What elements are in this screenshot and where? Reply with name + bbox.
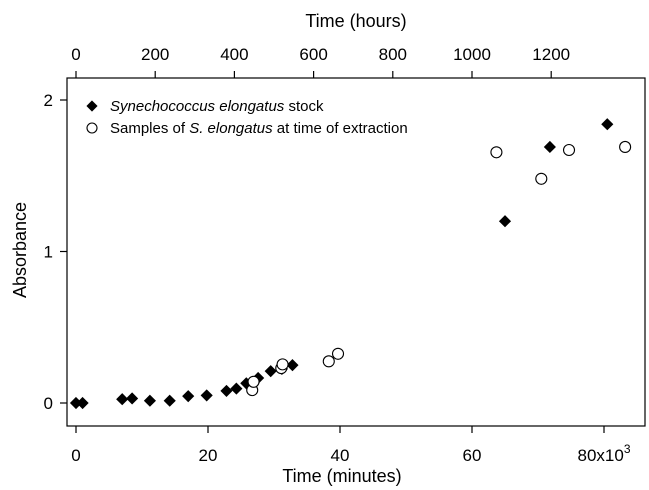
- data-point-diamond: [163, 394, 176, 407]
- x2-tick-label: 1200: [532, 45, 570, 64]
- x2-tick-label: 600: [299, 45, 327, 64]
- data-point-diamond: [230, 382, 243, 395]
- data-point-diamond: [498, 215, 512, 228]
- x-tick-label: 20: [199, 446, 218, 465]
- legend-label: Synechococcus elongatus stock: [110, 98, 324, 115]
- x2-tick-label: 800: [379, 45, 407, 64]
- data-point-diamond: [601, 118, 614, 131]
- x2-tick-label: 1000: [453, 45, 491, 64]
- data-point-diamond: [220, 384, 233, 397]
- data-point-diamond: [200, 389, 213, 402]
- x2-axis: 0 200 400 600 800 1000 1200: [71, 45, 570, 78]
- data-point-circle: [331, 347, 345, 360]
- data-point-circle: [322, 355, 335, 368]
- legend: Synechococcus elongatus stock Samples of …: [86, 98, 408, 137]
- legend-label: Samples of S. elongatus at time of extra…: [110, 120, 408, 137]
- x2-tick-label: 0: [71, 45, 80, 64]
- data-series: [69, 118, 614, 410]
- legend-marker-circle: [86, 122, 98, 134]
- series-layer: [69, 118, 632, 410]
- data-point-circle: [562, 143, 576, 157]
- x2-axis-title: Time (hours): [305, 11, 406, 31]
- x2-tick-label: 400: [220, 45, 248, 64]
- y-tick-label: 2: [44, 91, 53, 110]
- data-point-diamond: [143, 394, 156, 407]
- data-point-circle: [276, 358, 289, 371]
- data-point-diamond: [116, 393, 129, 406]
- x-tick-label: 80x103: [577, 442, 630, 465]
- data-point-circle: [247, 375, 260, 388]
- x-axis-title: Time (minutes): [282, 466, 401, 486]
- x-tick-label: 60: [463, 446, 482, 465]
- data-point-diamond: [543, 140, 556, 154]
- x2-tick-label: 200: [141, 45, 169, 64]
- data-point-diamond: [76, 396, 89, 410]
- data-series: [246, 140, 632, 397]
- y-axis-title: Absorbance: [10, 202, 30, 298]
- x-tick-label: 40: [331, 446, 350, 465]
- y-tick-label: 0: [44, 394, 53, 413]
- x-axis: 0 20 40 60 80x103: [71, 426, 631, 465]
- data-point-circle: [619, 140, 632, 154]
- data-point-diamond: [264, 365, 277, 378]
- data-point-diamond: [286, 359, 299, 372]
- data-point-diamond: [126, 392, 139, 405]
- data-point-circle: [490, 146, 503, 159]
- y-axis: 0 1 2: [44, 91, 67, 413]
- legend-marker-diamond: [86, 100, 98, 112]
- y-tick-label: 1: [44, 243, 53, 262]
- data-point-circle: [535, 172, 548, 185]
- data-point-diamond: [182, 390, 195, 403]
- x-tick-label: 0: [71, 446, 80, 465]
